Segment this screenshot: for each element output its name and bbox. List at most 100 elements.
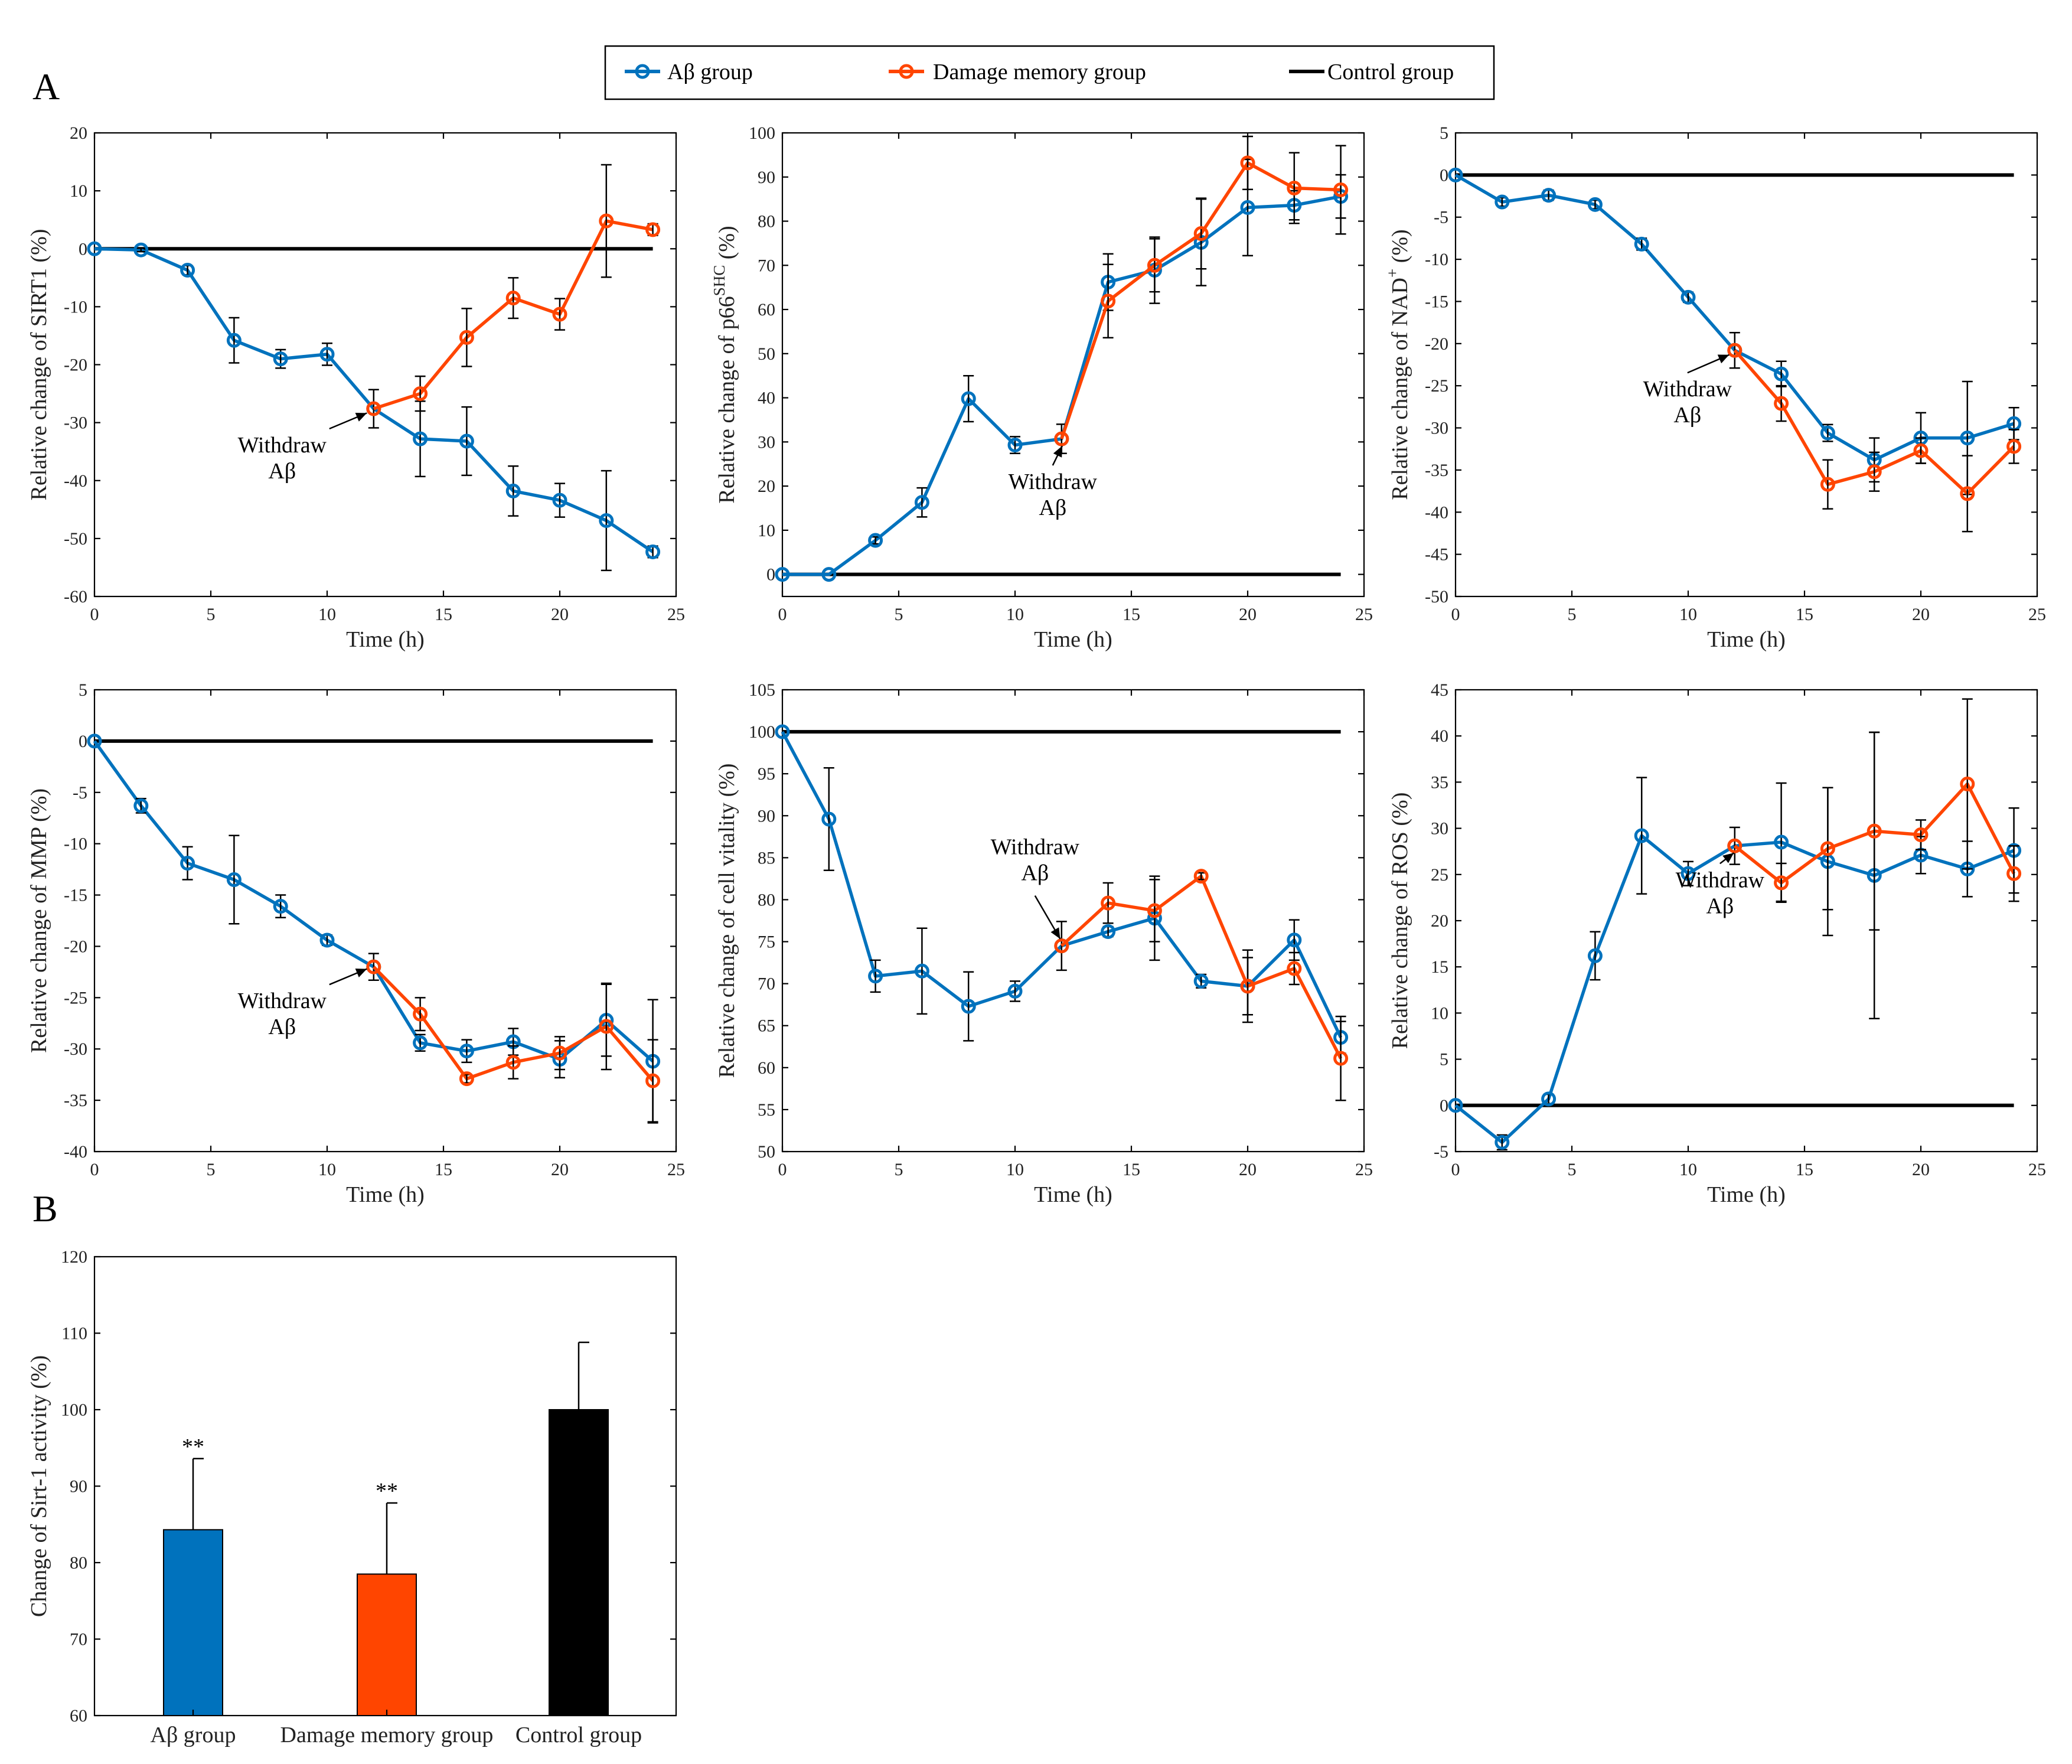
vitality-abeta-point (868, 969, 883, 984)
nad-damage-point (1727, 343, 1743, 358)
ros-ytick-label: 0 (1440, 1096, 1448, 1116)
legend-label-control: Control group (1327, 60, 1454, 84)
sirt1-abeta-point (505, 483, 521, 498)
p66shc-abeta-point (914, 495, 929, 510)
nad-damage-point (1960, 486, 1975, 501)
nad-damage-point (1774, 396, 1789, 411)
mmp-damage-point (459, 1071, 474, 1087)
legend-label-abeta: Aβ group (667, 60, 753, 84)
p66shc-abeta-point (961, 391, 976, 406)
sirt1-ytick-label: -10 (64, 297, 87, 317)
nad-ytick-label: 5 (1440, 123, 1448, 143)
nad-xtick-label: 15 (1796, 605, 1813, 624)
nad-abeta-point (1960, 431, 1975, 446)
sirt1-ytick-label: 0 (79, 239, 87, 259)
p66shc-damage-point (1101, 294, 1116, 309)
mmp-abeta-point (413, 1035, 428, 1051)
p66shc-abeta-point (1240, 200, 1255, 215)
mmp-xtick-label: 10 (318, 1160, 336, 1179)
mmp-abeta-point (133, 798, 149, 813)
mmp-ytick-label: -15 (64, 886, 87, 905)
ros-ytick-label: -5 (1434, 1142, 1448, 1162)
p66shc-annotation-text: Aβ (1039, 495, 1066, 520)
sirt1-plot-frame (93, 132, 677, 598)
p66shc-ytick-label: 20 (758, 477, 775, 496)
ros-damage-point (1867, 823, 1882, 839)
mmp-ytick-label: -35 (64, 1091, 87, 1110)
vitality-abeta-point (961, 999, 976, 1014)
nad-xtick-label: 0 (1451, 605, 1460, 624)
nad-ytick-label: -20 (1425, 334, 1448, 354)
nad-ytick-label: -25 (1425, 376, 1448, 396)
p66shc-abeta-point (775, 567, 790, 582)
sirt1-xtick-label: 10 (318, 605, 336, 624)
ros-ytick-label: 45 (1431, 680, 1448, 700)
sirt1-xtick-label: 20 (551, 605, 569, 624)
ros-ytick-label: 5 (1440, 1050, 1448, 1070)
sirt1_activity-bar-damage (357, 1573, 417, 1717)
sirt1-damage-point (505, 291, 521, 306)
vitality-ytick-label: 100 (749, 722, 775, 742)
nad-ytick-label: 0 (1440, 165, 1448, 185)
mmp-xtick-label: 0 (90, 1160, 99, 1179)
mmp-ytick-label: 0 (79, 732, 87, 751)
sirt1-abeta-point (87, 241, 102, 256)
vitality-damage-point (1054, 938, 1069, 954)
mmp-damage-point (366, 959, 381, 974)
sirt1_activity-ytick-label: 70 (70, 1630, 87, 1649)
ros-damage-point (1727, 838, 1743, 853)
p66shc-xtick-label: 20 (1239, 605, 1257, 624)
ros-abeta-point (1495, 1134, 1510, 1150)
p66shc-ytick-label: 60 (758, 300, 775, 319)
p66shc-xlabel: Time (h) (1034, 627, 1112, 652)
nad-abeta-point (1820, 425, 1835, 441)
vitality-annotation-text: Withdraw (991, 835, 1080, 860)
nad-ytick-label: -40 (1425, 503, 1448, 522)
vitality-ytick-label: 50 (758, 1142, 775, 1162)
ros-ytick-label: 35 (1431, 772, 1448, 792)
vitality-annotation-arrowhead (1050, 927, 1061, 939)
ros-xtick-label: 0 (1451, 1160, 1460, 1179)
p66shc-damage-point (1287, 180, 1302, 195)
vitality-abeta-point (1193, 973, 1209, 989)
vitality-ytick-label: 105 (749, 680, 775, 700)
legend-item-damage: Damage memory group (889, 60, 1146, 84)
sirt1-abeta-point (459, 433, 474, 449)
nad-damage-point (1913, 443, 1929, 458)
nad-ytick-label: -10 (1425, 250, 1448, 269)
nad-abeta-point (1541, 188, 1557, 203)
nad-abeta-point (1634, 236, 1649, 252)
sirt1_activity-ytick-label: 60 (70, 1706, 87, 1726)
sirt1-abeta-point (645, 544, 661, 559)
sirt1_activity-category-label: Control group (515, 1723, 642, 1747)
ros-xtick-label: 5 (1568, 1160, 1577, 1179)
nad-annotation-text: Aβ (1673, 403, 1701, 428)
p66shc-ytick-label: 30 (758, 432, 775, 452)
ros-damage-point (1960, 777, 1975, 792)
ros-damage-point (1913, 827, 1929, 843)
sirt1-abeta-point (273, 351, 288, 367)
nad-abeta-point (1681, 289, 1696, 305)
mmp-ytick-label: -40 (64, 1142, 87, 1162)
sirt1-ytick-label: -50 (64, 529, 87, 549)
sirt1-xtick-label: 5 (207, 605, 216, 624)
mmp-ytick-label: -5 (73, 783, 87, 803)
nad-damage-point (1867, 464, 1882, 480)
mmp-xlabel: Time (h) (346, 1182, 425, 1207)
vitality-abeta-point (1287, 932, 1302, 948)
nad-ytick-label: -15 (1425, 292, 1448, 311)
p66shc-damage-point (1147, 257, 1162, 273)
mmp-ytick-label: -10 (64, 834, 87, 854)
p66shc-damage-point (1240, 155, 1255, 171)
nad-abeta-point (1495, 194, 1510, 210)
p66shc-xtick-label: 10 (1006, 605, 1024, 624)
vitality-xtick-label: 10 (1006, 1160, 1024, 1179)
sirt1-ytick-label: -60 (64, 587, 87, 607)
sirt1-ytick-label: -40 (64, 471, 87, 491)
vitality-ytick-label: 95 (758, 764, 775, 784)
ros-abeta-point (1774, 834, 1789, 850)
nad-ylabel: Relative change of NAD+ (%) (1383, 229, 1412, 500)
ros-abeta-point (1541, 1091, 1557, 1107)
p66shc-ytick-label: 100 (749, 123, 775, 143)
